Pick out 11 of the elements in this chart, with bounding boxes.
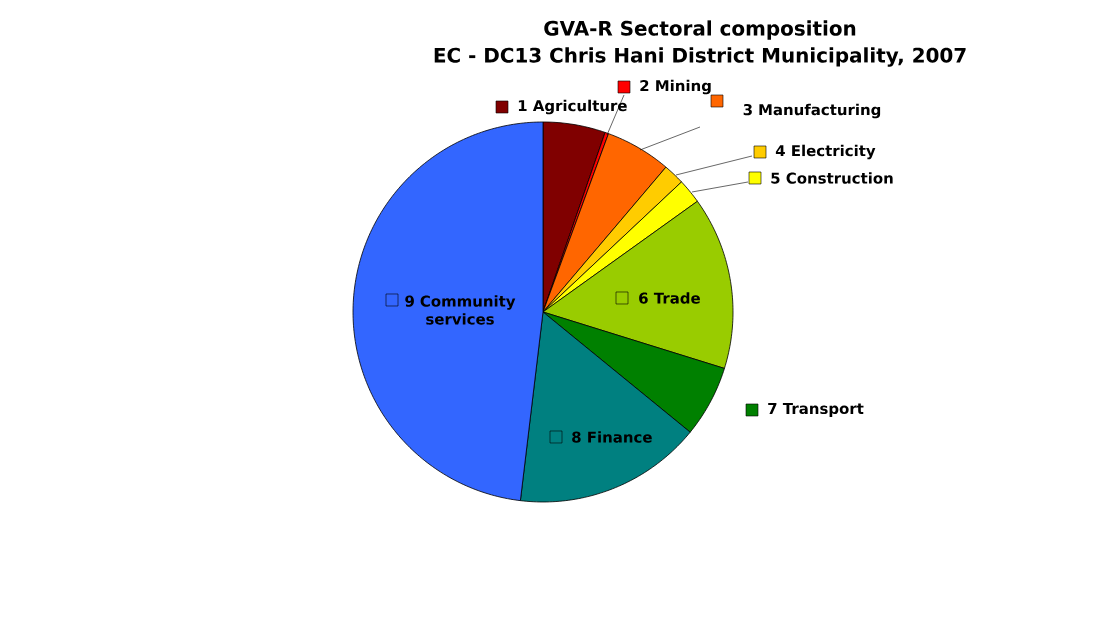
chart-subtitle: EC - DC13 Chris Hani District Municipality, 2007: [434, 47, 966, 67]
legend-label: 8 Finance: [572, 431, 652, 443]
legend-label: 4 Electricity: [775, 144, 876, 160]
chart-title: GVA-R Sectoral composition: [544, 20, 856, 40]
legend-label: 2 Mining: [640, 79, 711, 95]
legend-label: 1 Agriculture: [518, 99, 627, 115]
legend-label: 5 Construction: [771, 172, 893, 184]
legend-label: 9 Community services: [405, 295, 516, 325]
legend-label: 7 Transport: [768, 402, 864, 417]
legend-label: 3 Manufacturing: [743, 103, 881, 119]
legend-label: 6 Trade: [639, 292, 700, 304]
